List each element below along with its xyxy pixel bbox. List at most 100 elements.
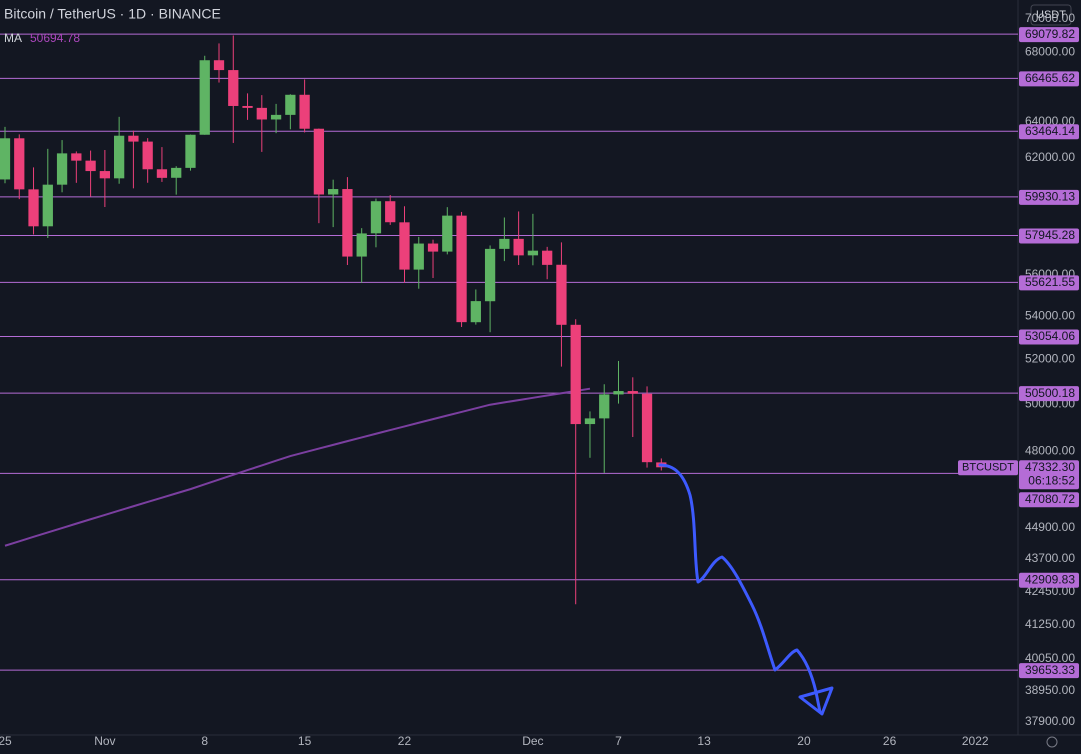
candle-body (142, 141, 153, 170)
level-label-box (1019, 572, 1079, 588)
x-tick-label: 26 (883, 734, 897, 748)
candle-body (556, 264, 567, 325)
candle-body (199, 60, 210, 135)
x-tick-label: Nov (94, 734, 115, 748)
candle-body (413, 243, 424, 270)
candle-body (242, 105, 253, 108)
x-tick-label: 13 (697, 734, 711, 748)
y-tick-label: 54000.00 (1025, 308, 1075, 322)
candle-body (456, 215, 467, 323)
drawn-arrow (658, 463, 834, 716)
candle-body (156, 169, 168, 178)
y-tick-label: 40050.00 (1025, 651, 1075, 665)
candle-body (613, 391, 624, 395)
settings-icon[interactable] (1046, 736, 1058, 748)
candle-body (313, 128, 325, 195)
level-label: 63464.14 (1025, 124, 1075, 138)
candle-body (213, 60, 225, 71)
candle-body (427, 243, 439, 252)
symbol-label: BTCUSDT (962, 462, 1014, 474)
y-tick-label: 68000.00 (1025, 44, 1075, 58)
level-label: 47080.72 (1025, 492, 1075, 506)
ma-line (4, 387, 591, 547)
x-tick-label: 7 (615, 734, 622, 748)
level-label-box (1019, 71, 1079, 87)
level-label: 66465.62 (1025, 71, 1075, 85)
candle-body (128, 135, 139, 142)
candle-body (570, 324, 581, 425)
candle-body (584, 418, 596, 425)
currency-box[interactable] (1030, 4, 1072, 26)
level-label: 59930.13 (1025, 190, 1075, 204)
candle-body (185, 134, 196, 168)
candle-body (270, 114, 282, 120)
candle-body (627, 391, 638, 394)
candle-body (342, 189, 353, 257)
candle-body (14, 138, 25, 190)
candle-body (499, 238, 510, 249)
plot-area (0, 33, 1018, 671)
candle-body (99, 171, 111, 179)
y-tick-label: 37900.00 (1025, 714, 1075, 728)
y-tick-label: 70000.00 (1025, 11, 1075, 25)
chart-title: Bitcoin / TetherUS · 1D · BINANCE (4, 6, 221, 22)
level-label: 42909.83 (1025, 572, 1075, 586)
last-price: 47332.30 (1025, 460, 1075, 474)
candle-body (28, 189, 39, 227)
x-tick-label: 15 (298, 734, 312, 748)
level-label-box (1019, 27, 1079, 43)
y-tick-label: 44900.00 (1025, 520, 1075, 534)
x-tick-label: 22 (398, 734, 412, 748)
level-label: 57945.28 (1025, 228, 1075, 242)
x-tick-label: 20 (797, 734, 811, 748)
ma-name: MA (4, 31, 22, 45)
candle-body (256, 107, 267, 120)
symbol-box (958, 460, 1018, 476)
candle-body (641, 393, 653, 463)
y-tick-label: 41250.00 (1025, 617, 1075, 631)
y-tick-label: 48000.00 (1025, 443, 1075, 457)
level-label-box (1019, 189, 1079, 205)
candle-body (542, 250, 553, 265)
candle-body (0, 138, 11, 180)
candle-body (171, 167, 182, 178)
level-label: 39653.33 (1025, 663, 1075, 677)
x-tick-label: 8 (201, 734, 208, 748)
candle-body (328, 189, 339, 195)
x-tick-label: Dec (522, 734, 543, 748)
level-label-box (1019, 228, 1079, 244)
level-label-box (1019, 386, 1079, 402)
candle-body (299, 94, 310, 129)
y-tick-label: 42450.00 (1025, 584, 1075, 598)
candle-body (385, 201, 396, 223)
countdown: 06:18:52 (1028, 473, 1075, 487)
candle-body (71, 153, 82, 161)
level-label-box (1019, 275, 1079, 291)
candle-body (470, 301, 481, 323)
level-label: 69079.82 (1025, 27, 1075, 41)
candle-body (370, 201, 382, 234)
last-price-box (1019, 460, 1079, 490)
level-label-box (1019, 124, 1079, 140)
candle-body (513, 238, 524, 256)
level-label: 55621.55 (1025, 275, 1075, 289)
candle-body (228, 70, 239, 106)
candle-body (356, 233, 367, 257)
candle-body (599, 394, 610, 419)
y-tick-label: 52000.00 (1025, 352, 1075, 366)
currency[interactable]: USDT (1036, 9, 1066, 21)
level-label: 50500.18 (1025, 386, 1075, 400)
level-label-box (1019, 663, 1079, 679)
ma-value: 50694.78 (30, 31, 80, 45)
x-tick-label: 2022 (962, 734, 989, 748)
candle-body (442, 215, 453, 252)
level-label: 53054.06 (1025, 329, 1075, 343)
candle-body (484, 248, 496, 302)
candle-body (42, 184, 53, 227)
level-label-box (1019, 492, 1079, 508)
candle-body (56, 153, 68, 185)
candle-body (527, 250, 539, 256)
